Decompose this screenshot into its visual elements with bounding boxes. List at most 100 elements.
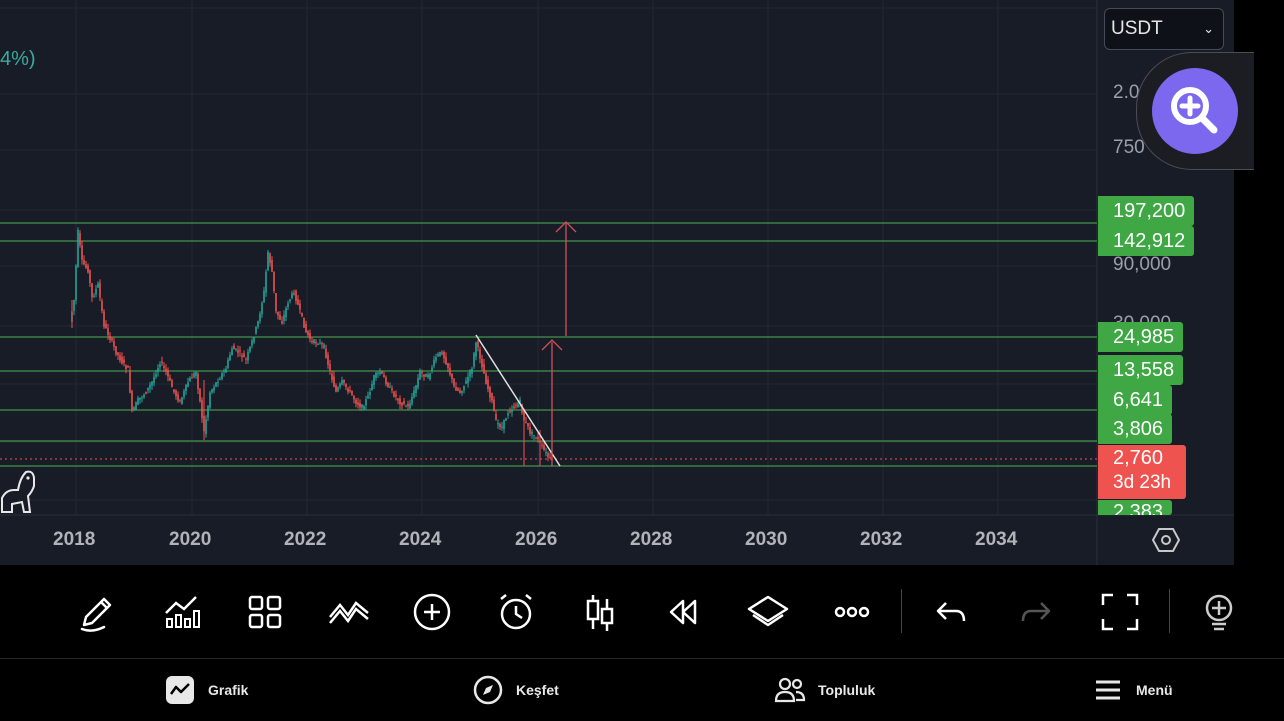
- candle-body: [117, 352, 119, 355]
- candle-body: [253, 337, 255, 343]
- price-label-6641[interactable]: 6,641: [1098, 385, 1173, 415]
- candle-body: [399, 398, 401, 405]
- candle-body: [503, 419, 505, 429]
- candle-body: [467, 377, 469, 384]
- candle-body: [383, 374, 385, 378]
- layers-icon[interactable]: [745, 589, 791, 635]
- candle-body: [457, 388, 459, 391]
- candle-body: [449, 367, 451, 375]
- candle-body: [103, 311, 105, 327]
- dino-icon[interactable]: [0, 468, 36, 519]
- candle-body: [459, 390, 461, 393]
- pencil-icon[interactable]: [74, 589, 120, 635]
- price-axis-label: 2.0: [1113, 82, 1140, 103]
- fullscreen-icon[interactable]: [1097, 589, 1143, 635]
- candle-body: [217, 382, 219, 384]
- candle-body: [311, 340, 313, 342]
- candle-body: [127, 365, 129, 368]
- candle-body: [213, 387, 215, 391]
- candle-body: [107, 328, 109, 335]
- price-label-13558[interactable]: 13,558: [1098, 355, 1184, 385]
- add-icon[interactable]: [409, 589, 455, 635]
- candle-body: [137, 397, 139, 405]
- alert-icon[interactable]: [493, 589, 539, 635]
- candle-body: [541, 444, 543, 446]
- candle-body: [359, 403, 361, 408]
- candle-body: [303, 317, 305, 328]
- candle-body: [155, 374, 157, 377]
- candle-body: [275, 293, 277, 312]
- candle-body: [289, 299, 291, 302]
- candle-body: [403, 400, 405, 404]
- candle-body: [409, 403, 411, 409]
- candle-body: [525, 421, 527, 423]
- toolbar-divider: [1169, 589, 1170, 633]
- candle-body: [101, 300, 103, 311]
- zoom-button[interactable]: [1152, 68, 1238, 154]
- candle-body: [169, 377, 171, 381]
- candle-body: [335, 385, 337, 392]
- settings-icon[interactable]: [1151, 527, 1181, 558]
- candle-body: [537, 437, 539, 440]
- nav-item-kesfet[interactable]: Keşfet: [472, 673, 559, 707]
- candle-body: [93, 295, 95, 297]
- candle-body: [475, 342, 477, 357]
- candle-body: [437, 354, 439, 356]
- candle-body: [307, 330, 309, 336]
- nav-item-topluluk[interactable]: Topluluk: [774, 673, 875, 707]
- candle-body: [235, 348, 237, 350]
- candle-body: [419, 370, 421, 380]
- price-label-142912[interactable]: 142,912: [1098, 226, 1195, 256]
- nav-item-grafik[interactable]: Grafik: [164, 673, 248, 707]
- candle-body: [531, 431, 533, 435]
- layout-icon[interactable]: [242, 589, 288, 635]
- candle-body: [351, 390, 353, 396]
- undo-icon[interactable]: [928, 589, 974, 635]
- candle-body: [439, 351, 441, 356]
- candle-body: [211, 389, 213, 393]
- candle-body: [535, 437, 537, 439]
- candle-body: [305, 324, 307, 333]
- compare-icon[interactable]: [326, 589, 372, 635]
- price-chart[interactable]: [0, 0, 1234, 565]
- candle-body: [549, 457, 551, 458]
- candle-body: [369, 392, 371, 396]
- nav-label: Topluluk: [818, 682, 876, 698]
- ideas-icon[interactable]: [1196, 589, 1234, 635]
- candle-body: [345, 383, 347, 387]
- candle-body: [477, 341, 479, 348]
- toolbar-divider: [901, 589, 902, 633]
- candle-body: [255, 326, 257, 334]
- candle-body: [519, 399, 521, 404]
- candle-body: [493, 399, 495, 412]
- chart-area[interactable]: 4%) USDT ⌄ 2.0 750 90,000 30,000 197,200…: [0, 0, 1234, 565]
- chart-type-icon[interactable]: [577, 589, 623, 635]
- candle-body: [397, 398, 399, 401]
- candle-body: [249, 346, 251, 352]
- chart-icon: [164, 674, 196, 706]
- currency-selector[interactable]: USDT ⌄: [1104, 8, 1224, 50]
- replay-icon[interactable]: [661, 589, 707, 635]
- candle-body: [257, 321, 259, 327]
- price-label-24985[interactable]: 24,985: [1098, 322, 1184, 352]
- candle-body: [273, 271, 275, 291]
- indicators-icon[interactable]: [158, 589, 204, 635]
- price-label-197200[interactable]: 197,200: [1098, 196, 1195, 226]
- price-axis-label: 750: [1113, 137, 1145, 158]
- candle-body: [331, 373, 333, 380]
- nav-label: Grafik: [208, 682, 249, 698]
- candle-body: [185, 384, 187, 392]
- candle-body: [371, 383, 373, 391]
- candle-body: [195, 372, 197, 376]
- nav-item-menu[interactable]: Menü: [1092, 673, 1173, 707]
- candle-body: [209, 392, 211, 408]
- nav-label: Keşfet: [516, 682, 559, 698]
- candle-body: [233, 345, 235, 350]
- candle-body: [353, 396, 355, 400]
- price-label-3806[interactable]: 3,806: [1098, 414, 1173, 444]
- candle-body: [389, 386, 391, 388]
- candle-body: [411, 397, 413, 404]
- more-icon[interactable]: [829, 589, 875, 635]
- candle-body: [171, 380, 173, 388]
- x-axis-label: 2030: [745, 529, 788, 550]
